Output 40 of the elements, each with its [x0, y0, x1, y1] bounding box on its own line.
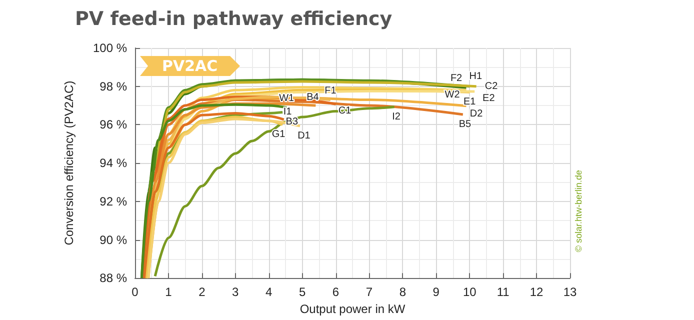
y-tick-label: 100 %	[92, 41, 128, 55]
x-tick-label: 11	[496, 285, 510, 300]
x-tick-label: 8	[399, 285, 406, 300]
x-tick-label: 0	[132, 285, 139, 300]
y-tick-label: 88 %	[100, 271, 128, 286]
y-tick-label: 92 %	[100, 194, 128, 208]
series-label: B3	[286, 116, 298, 128]
series-label: C2	[484, 80, 498, 92]
x-tick-label: 4	[266, 285, 272, 300]
y-tick-label: 98 %	[100, 79, 128, 94]
series-label: I2	[392, 111, 401, 122]
y-tick-label: 90 %	[100, 232, 128, 247]
x-tick-label: 1	[165, 285, 172, 300]
series-label: I1	[283, 106, 292, 118]
x-tick-label: 9	[432, 285, 440, 300]
chart-title: PV feed-in pathway efficiency	[75, 8, 392, 30]
series-label: C1	[338, 106, 352, 117]
series-label: F2	[450, 73, 463, 84]
series-label: E2	[482, 93, 496, 104]
series-label: W2	[444, 90, 460, 101]
x-tick-label: 5	[298, 285, 306, 300]
series-label: H1	[469, 70, 482, 82]
series-label: E1	[464, 96, 476, 108]
y-tick-label: 94 %	[100, 156, 128, 170]
x-axis-title: Output power in kW	[300, 302, 406, 316]
text: © solar.htw-berlin.de	[574, 170, 584, 252]
x-tick-label: 13	[563, 285, 577, 300]
series-label: G1	[272, 129, 286, 140]
series-label: D2	[470, 108, 484, 120]
x-tick-label: 12	[530, 285, 544, 300]
series-label: D1	[298, 130, 311, 142]
x-tick-label: 3	[232, 285, 240, 300]
x-tick-label: 10	[462, 285, 477, 300]
y-tick-label: 96 %	[100, 118, 128, 132]
series-label: B5	[458, 119, 472, 130]
y-axis-title: Conversion efficiency (PV2AC)	[62, 80, 76, 246]
series-label: W1	[279, 92, 295, 104]
x-tick-label: 2	[198, 285, 206, 300]
x-tick-label: 6	[332, 285, 340, 300]
x-tick-label: 7	[366, 285, 373, 300]
